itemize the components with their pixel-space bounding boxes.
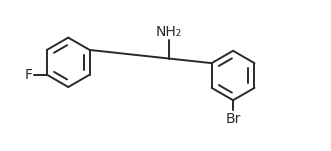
Text: Br: Br: [225, 112, 241, 126]
Text: F: F: [25, 68, 33, 82]
Text: NH₂: NH₂: [156, 25, 182, 39]
